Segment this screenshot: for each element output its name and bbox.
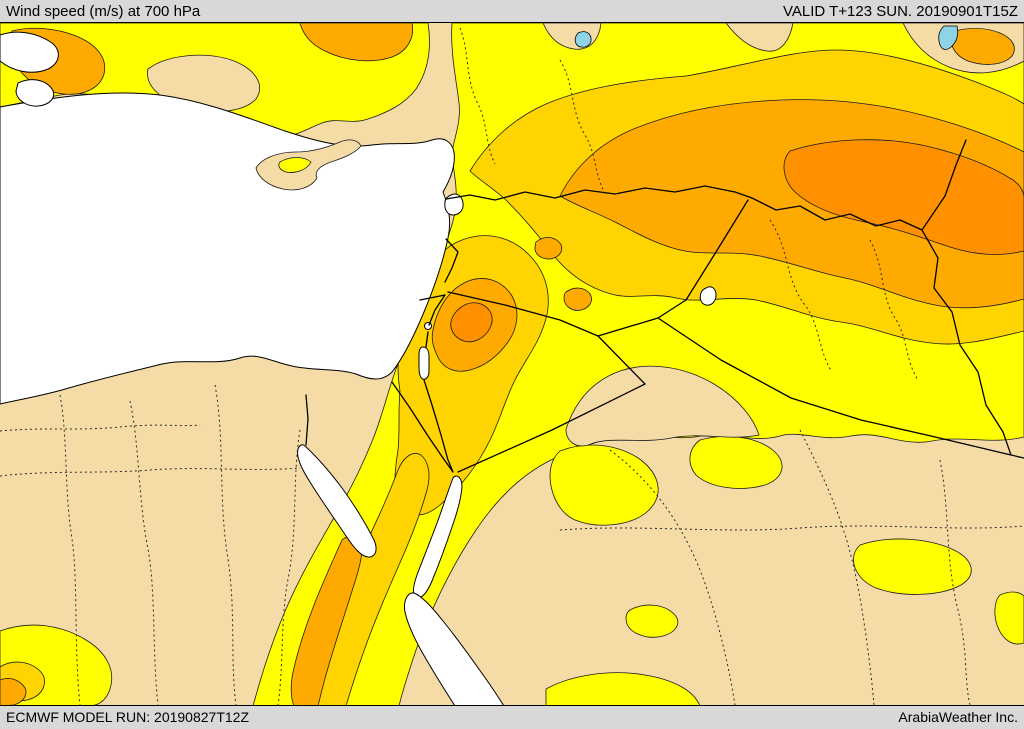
- orange-syria-dot-1: [534, 237, 563, 260]
- country-borders: [305, 139, 1024, 473]
- wind-fill-level4: [450, 139, 1024, 343]
- yellow-saudi-blob-2: [689, 436, 783, 489]
- admin-boundaries: [0, 27, 1024, 705]
- yellow-right-edge: [994, 591, 1024, 645]
- mediterranean-sea: [0, 92, 455, 405]
- tan-north-saudi-wedge: [565, 365, 760, 447]
- highlight-lakes: [574, 25, 959, 50]
- valid-time-label: VALID T+123 SUN. 20190901T15Z: [782, 2, 1018, 20]
- lake-tharthar: [699, 286, 717, 306]
- deep-orange-core-jordan: [450, 302, 493, 343]
- yellow-saudi-blob-4: [545, 672, 700, 705]
- cyprus-yellow-patch: [278, 157, 312, 173]
- header-bar: Wind speed (m/s) at 700 hPa VALID T+123 …: [0, 0, 1024, 23]
- orange-syria-dot-2: [563, 287, 592, 311]
- model-run-label: ECMWF MODEL RUN: 20190827T12Z: [6, 708, 249, 725]
- brand-label: ArabiaWeather Inc.: [898, 708, 1018, 725]
- yellow-saudi-blob-3: [853, 538, 972, 595]
- tan-top-notch: [725, 23, 794, 52]
- map-area: [0, 23, 1024, 705]
- cyprus-island: [255, 139, 362, 191]
- dead-sea: [418, 346, 430, 380]
- orange-north-turkey: [299, 23, 414, 62]
- orange-top-right: [950, 27, 1015, 65]
- deep-orange-core-east: [783, 139, 1024, 255]
- black-sea-inlet: [15, 79, 55, 107]
- caspian-edge: [938, 25, 959, 50]
- sea-of-galilee: [424, 322, 432, 330]
- gulf-of-aqaba: [413, 475, 463, 599]
- lake-east-turkey: [574, 31, 592, 48]
- yellow-saudi-blob-5: [625, 604, 679, 638]
- sea-layer: [0, 31, 717, 705]
- orange-bottom-left-corner: [0, 678, 27, 705]
- weather-map: [0, 23, 1024, 705]
- yellow-saudi-blob-1: [549, 444, 659, 526]
- map-title: Wind speed (m/s) at 700 hPa: [6, 2, 201, 20]
- black-sea-west: [0, 31, 59, 73]
- red-sea: [404, 592, 504, 705]
- footer-bar: ECMWF MODEL RUN: 20190827T12Z ArabiaWeat…: [0, 705, 1024, 727]
